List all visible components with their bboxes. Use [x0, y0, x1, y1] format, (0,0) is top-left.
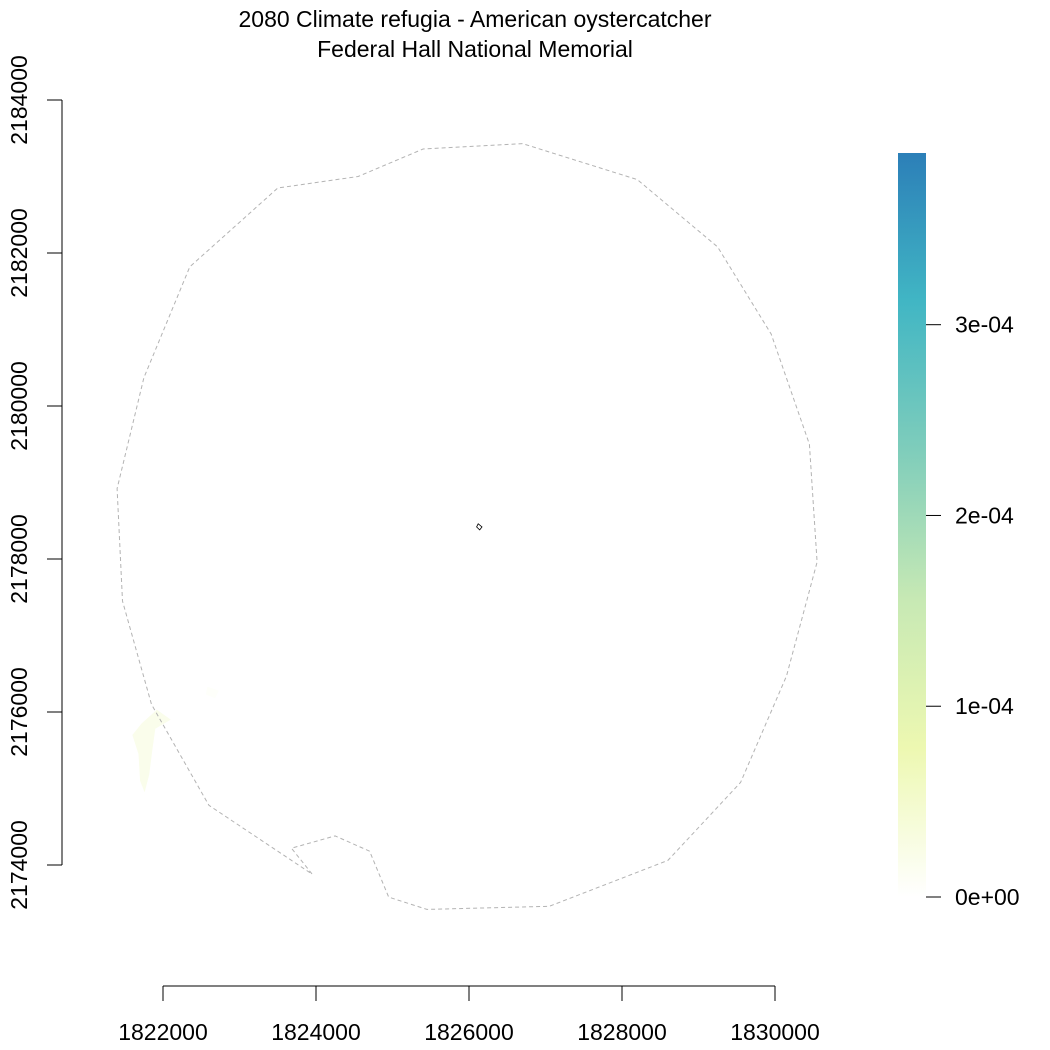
map-panel	[116, 143, 818, 910]
x-tick-label: 1822000	[118, 1019, 208, 1045]
y-tick-label: 2178000	[6, 514, 32, 604]
x-tick-label: 1824000	[271, 1019, 361, 1045]
legend-tick-label: 3e-04	[955, 312, 1014, 338]
legend-ticks: 0e+00 1e-04 2e-04 3e-04	[926, 312, 1020, 910]
x-tick-label: 1830000	[730, 1019, 820, 1045]
map-title-line-1: 2080 Climate refugia - American oysterca…	[239, 6, 712, 32]
legend-tick-label: 1e-04	[955, 693, 1014, 719]
legend-tick-label: 0e+00	[955, 884, 1020, 910]
y-axis: 2174000 2176000 2178000 2180000 2182000 21840…	[6, 55, 63, 910]
y-tick-label: 2180000	[6, 361, 32, 451]
legend-color-bar	[898, 153, 926, 897]
x-tick-label: 1826000	[424, 1019, 514, 1045]
color-legend: 0e+00 1e-04 2e-04 3e-04	[898, 153, 1020, 910]
legend-tick-label: 2e-04	[955, 502, 1014, 528]
refugia-patch	[132, 709, 171, 793]
refugia-patch	[205, 686, 219, 699]
x-tick-label: 1828000	[577, 1019, 667, 1045]
y-tick-label: 2174000	[6, 820, 32, 910]
park-boundary	[476, 523, 483, 531]
y-tick-label: 2176000	[6, 667, 32, 757]
buffer-boundary	[116, 143, 818, 910]
map-title-line-2: Federal Hall National Memorial	[317, 36, 633, 62]
y-tick-label: 2184000	[6, 55, 32, 145]
refugia-raster	[132, 686, 219, 793]
y-tick-label: 2182000	[6, 208, 32, 298]
x-axis: 1822000 1824000 1826000 1828000 1830000	[118, 985, 820, 1045]
